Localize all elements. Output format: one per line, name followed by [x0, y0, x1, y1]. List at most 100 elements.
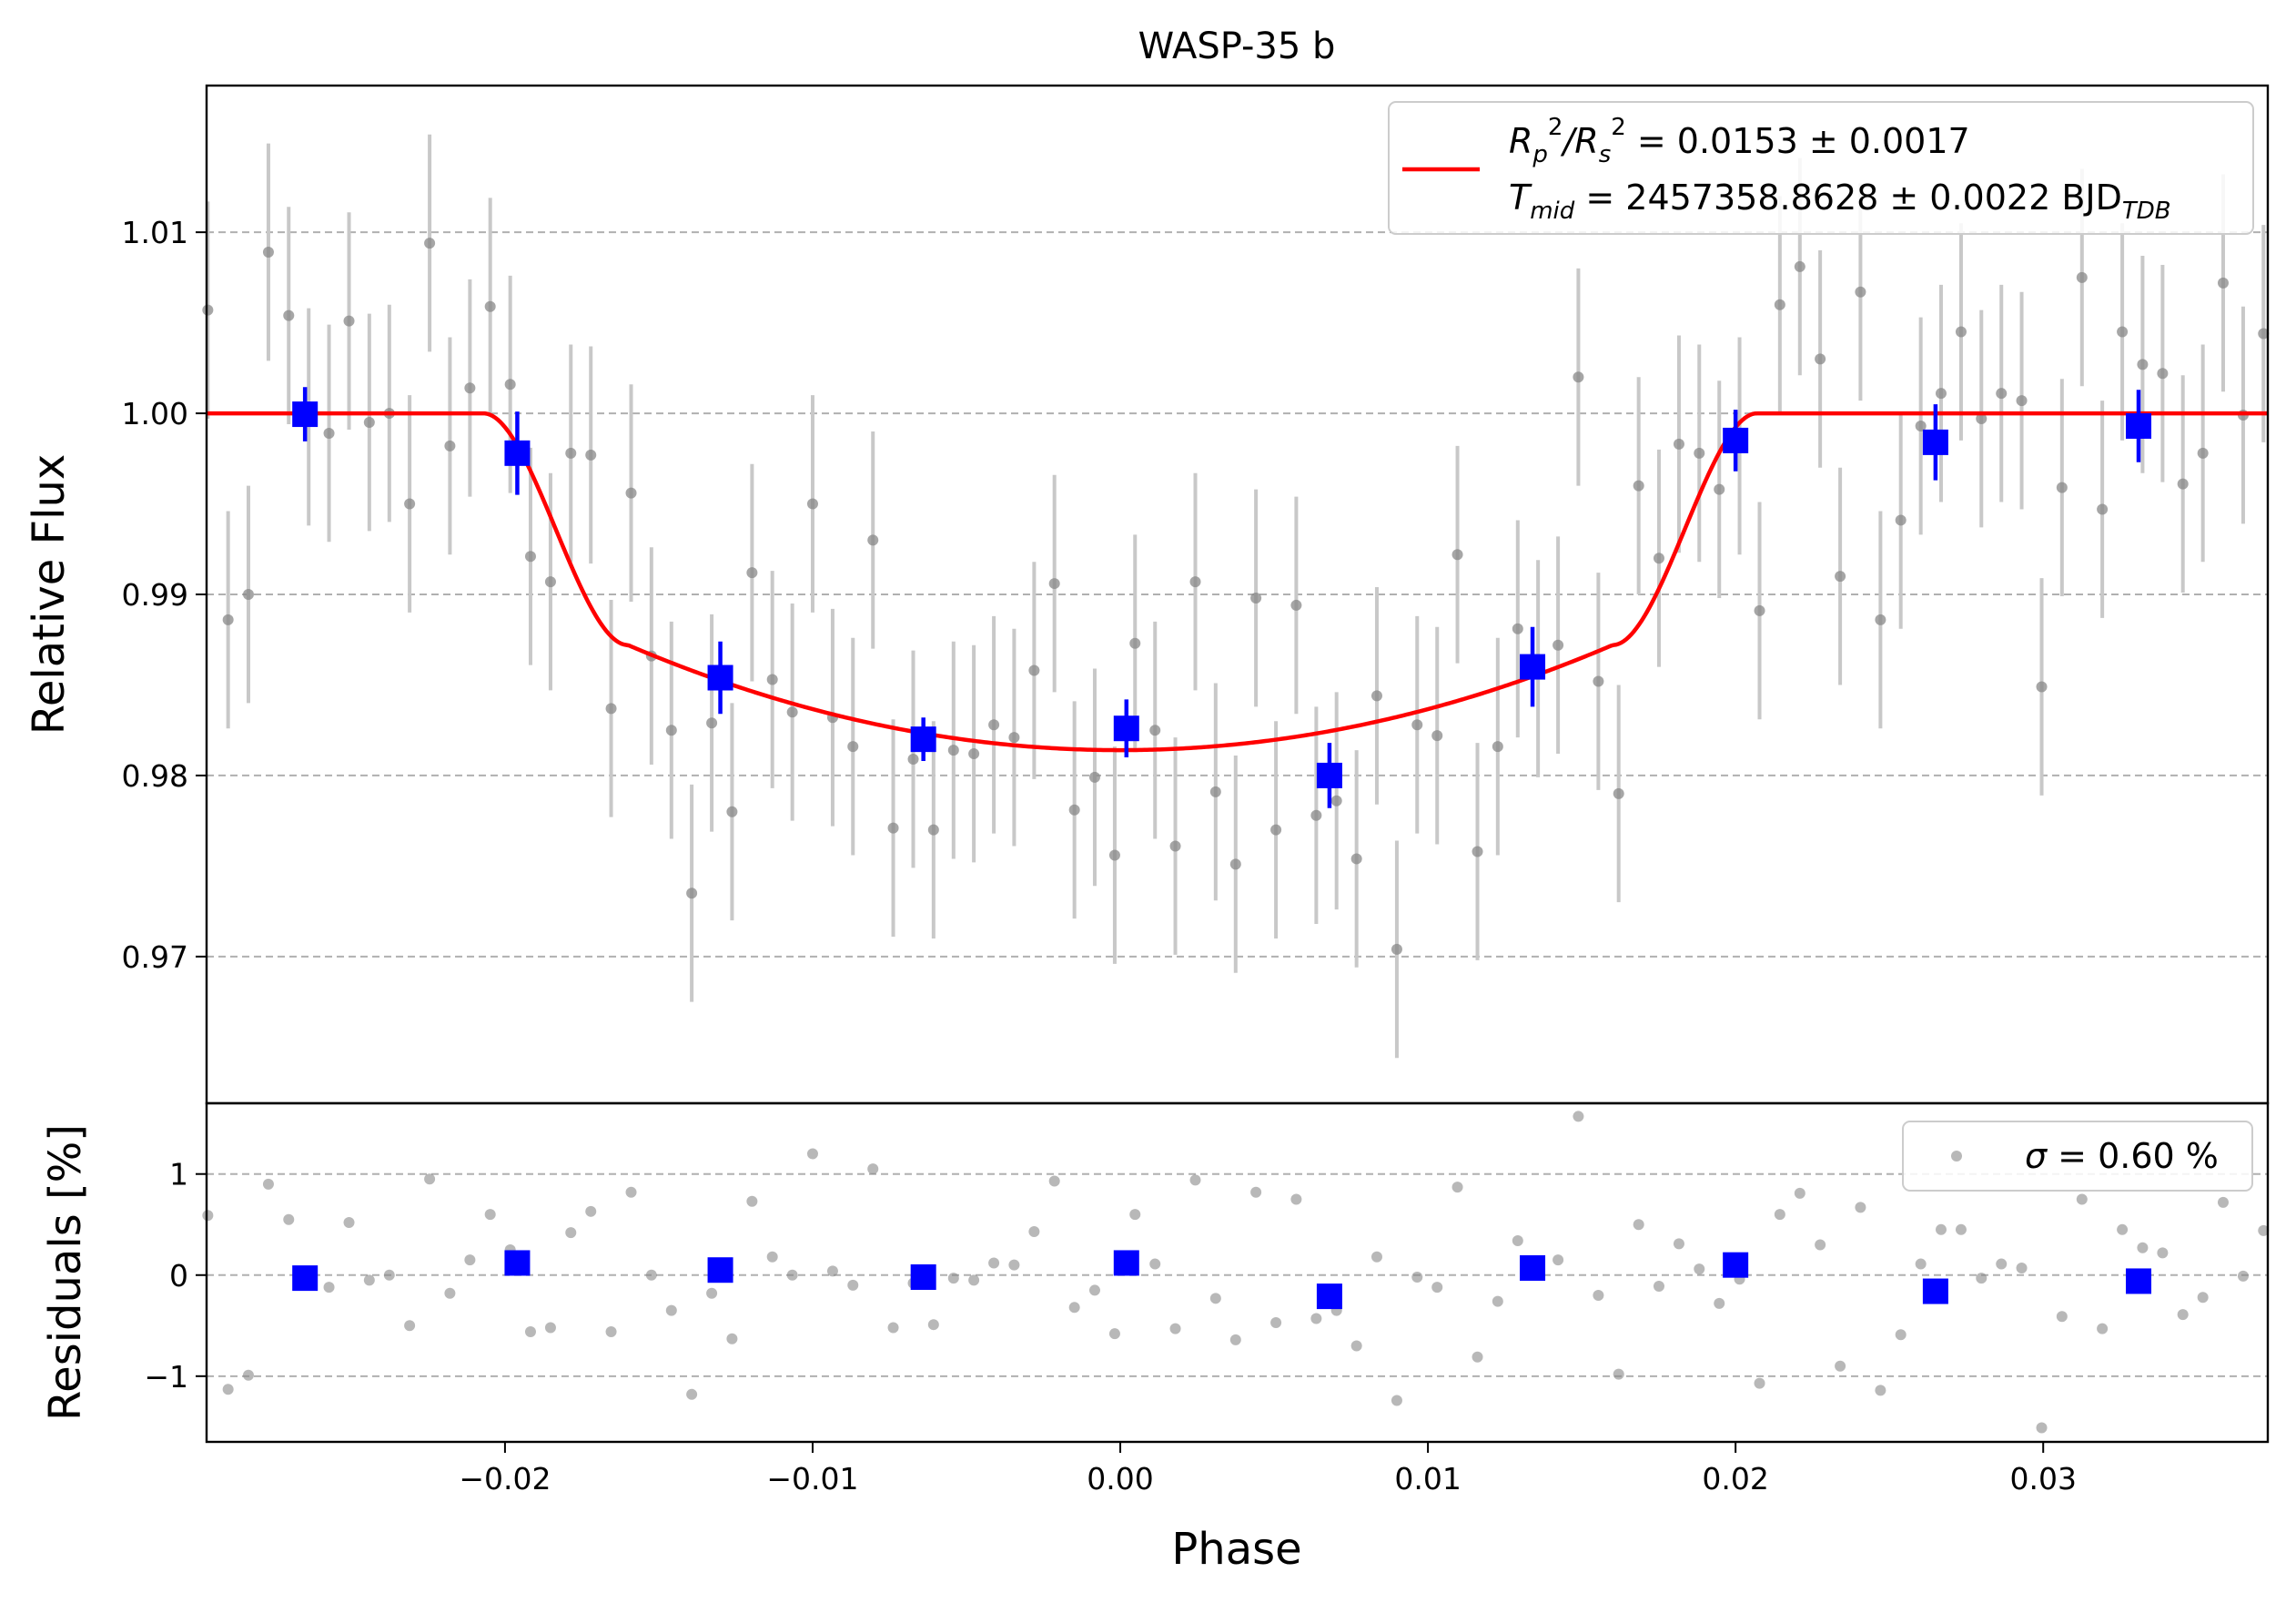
- binned-flux-point: [1520, 654, 1546, 680]
- raw-flux-point: [1694, 447, 1705, 459]
- raw-flux-point: [1209, 786, 1221, 797]
- raw-residual-point: [1976, 1273, 1988, 1284]
- raw-residual-point: [2076, 1193, 2088, 1205]
- raw-flux-point: [524, 551, 536, 563]
- raw-flux-point: [1754, 604, 1765, 616]
- raw-flux-point: [847, 741, 859, 753]
- binned-flux-points: [292, 387, 2152, 808]
- raw-flux-point: [1169, 840, 1181, 852]
- legend-sigma-entry: σ = 0.60 %: [2025, 1136, 2219, 1176]
- raw-flux-point: [323, 427, 335, 439]
- raw-residual-point: [1088, 1284, 1100, 1296]
- raw-residual-point: [424, 1173, 436, 1185]
- raw-residual-point: [283, 1213, 295, 1225]
- raw-flux-point: [2076, 271, 2088, 283]
- raw-flux-point: [2137, 359, 2149, 370]
- raw-residual-point: [1149, 1258, 1161, 1270]
- raw-residual-point: [1209, 1293, 1221, 1304]
- raw-flux-point: [947, 745, 959, 756]
- raw-flux-point: [504, 379, 516, 391]
- raw-residual-point: [2137, 1242, 2149, 1253]
- raw-residual-point: [1774, 1209, 1785, 1221]
- raw-residual-point: [766, 1251, 778, 1263]
- top-legend: Rp2/Rs2 = 0.0153 ± 0.0017 Tmid = 2457358…: [1388, 101, 2254, 235]
- raw-flux-point: [1794, 260, 1805, 272]
- raw-flux-point: [2036, 681, 2048, 693]
- raw-flux-point: [1492, 741, 1503, 753]
- raw-residual-point: [323, 1282, 335, 1294]
- raw-residual-point: [1673, 1238, 1684, 1250]
- raw-residual-point: [1996, 1258, 2008, 1270]
- raw-residual-point: [1512, 1235, 1523, 1247]
- binned-flux-point: [1316, 762, 1342, 788]
- raw-residual-points: [202, 1111, 2270, 1434]
- binned-flux-point: [1922, 429, 1948, 455]
- bottom-legend-box: [1902, 1121, 2253, 1192]
- bottom-panel-y-ticks: −1 0 1: [144, 1157, 207, 1395]
- raw-flux-point: [1371, 690, 1382, 702]
- raw-flux-point: [363, 417, 375, 429]
- raw-residual-point: [1270, 1316, 1282, 1328]
- binned-residual-point: [1922, 1278, 1948, 1304]
- raw-flux-point: [1472, 846, 1483, 857]
- raw-residual-point: [2237, 1270, 2249, 1282]
- raw-flux-point: [1088, 771, 1100, 783]
- raw-flux-point: [1673, 438, 1684, 450]
- raw-residual-point: [2056, 1311, 2068, 1323]
- binned-flux-point: [1723, 427, 1749, 453]
- raw-residual-point: [1028, 1226, 1040, 1238]
- raw-flux-point: [424, 238, 436, 249]
- raw-flux-point: [625, 487, 637, 499]
- raw-flux-point: [2117, 326, 2129, 338]
- raw-flux-point: [766, 674, 778, 685]
- raw-residual-point: [464, 1254, 476, 1266]
- raw-residual-point: [1573, 1111, 1584, 1122]
- raw-flux-point: [1815, 353, 1826, 365]
- raw-residual-point: [1169, 1323, 1181, 1334]
- binned-residual-point: [1113, 1250, 1139, 1276]
- raw-residual-point: [1048, 1175, 1060, 1187]
- raw-residual-point: [363, 1274, 375, 1286]
- raw-flux-point: [1935, 388, 1947, 400]
- x-tick-label: 0.00: [1087, 1461, 1153, 1496]
- raw-flux-point: [484, 300, 496, 312]
- binned-residual-point: [504, 1250, 531, 1276]
- binned-residual-points: [292, 1250, 2152, 1310]
- bottom-panel-frame: [205, 1101, 2270, 1444]
- raw-residual-point: [444, 1287, 456, 1299]
- top-y-tick-label: 0.97: [122, 939, 188, 975]
- raw-residual-point: [1794, 1187, 1805, 1199]
- raw-residual-point: [2036, 1422, 2048, 1434]
- raw-flux-point: [2097, 503, 2109, 515]
- legend-depth-entry: Rp2/Rs2 = 0.0153 ± 0.0017: [1509, 114, 1970, 168]
- binned-residual-point: [292, 1265, 319, 1292]
- legend-residual-marker: [1951, 1151, 1962, 1162]
- raw-flux-point: [1330, 795, 1342, 807]
- raw-residual-point: [1472, 1351, 1483, 1363]
- binned-residual-point: [1520, 1255, 1546, 1282]
- raw-flux-point: [786, 706, 798, 718]
- binned-residual-point: [2126, 1268, 2152, 1294]
- raw-flux-point: [1270, 824, 1282, 836]
- raw-flux-point: [1714, 483, 1725, 495]
- raw-flux-point: [1573, 371, 1584, 383]
- binned-residual-point: [910, 1263, 936, 1290]
- binned-flux-point: [2126, 412, 2152, 439]
- raw-flux-point: [1976, 413, 1988, 425]
- raw-residual-point: [1431, 1282, 1443, 1294]
- raw-residual-point: [1955, 1223, 1967, 1235]
- top-y-tick-label: 1.00: [122, 396, 188, 431]
- raw-residual-point: [1835, 1360, 1846, 1372]
- raw-residual-point: [2097, 1323, 2109, 1334]
- top-legend-box: [1388, 101, 2254, 235]
- raw-flux-point: [1149, 725, 1161, 736]
- binned-residual-point: [707, 1257, 733, 1283]
- raw-residual-point: [1350, 1340, 1362, 1352]
- raw-flux-point: [1189, 576, 1201, 588]
- raw-flux-point: [202, 304, 214, 316]
- binned-flux-point: [910, 726, 936, 753]
- raw-residual-point: [383, 1269, 395, 1281]
- raw-flux-point: [1553, 639, 1564, 651]
- raw-residual-point: [826, 1265, 838, 1277]
- binned-flux-point: [504, 440, 531, 466]
